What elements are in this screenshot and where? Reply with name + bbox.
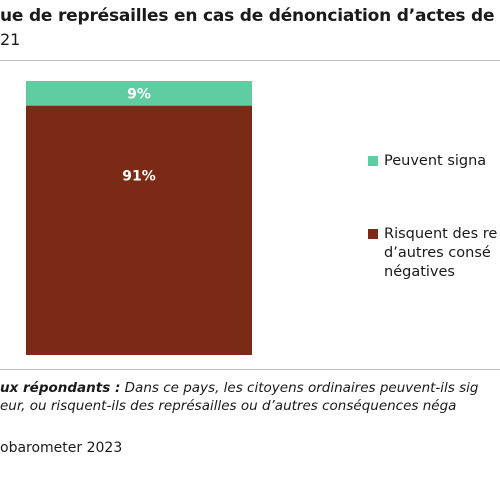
question-note: ux répondants : Dans ce pays, les citoye… xyxy=(0,379,500,419)
note-line-1: ux répondants : Dans ce pays, les citoye… xyxy=(0,379,500,397)
legend-item-risquent: Risquent des re d’autres consé négatives xyxy=(368,225,500,282)
legend-swatch-teal xyxy=(368,156,378,166)
legend-item-peuvent: Peuvent signa xyxy=(368,152,500,171)
bottom-divider xyxy=(0,369,500,370)
bar-segment-risquent xyxy=(26,105,252,355)
legend-label-risquent: Risquent des re d’autres consé négatives xyxy=(384,226,498,280)
data-label-risquent: 91% xyxy=(122,169,156,185)
note-bold-label: ux répondants : xyxy=(0,380,121,396)
legend-swatch-brown xyxy=(368,229,378,239)
data-label-peuvent: 9% xyxy=(127,86,151,102)
stacked-bar-chart: 9% 91% xyxy=(26,81,252,355)
chart-subtitle: 21 xyxy=(0,30,21,49)
top-divider xyxy=(0,60,500,61)
note-line-1-text: Dans ce pays, les citoyens ordinaires pe… xyxy=(120,380,479,396)
note-line-2: eur, ou risquent-ils des représailles ou… xyxy=(0,398,457,414)
chart-title: ue de représailles en cas de dénonciatio… xyxy=(0,6,500,26)
source-line: obarometer 2023 xyxy=(0,440,123,456)
bar-segment-peuvent xyxy=(26,81,252,106)
legend-label-peuvent: Peuvent signa xyxy=(384,153,487,169)
